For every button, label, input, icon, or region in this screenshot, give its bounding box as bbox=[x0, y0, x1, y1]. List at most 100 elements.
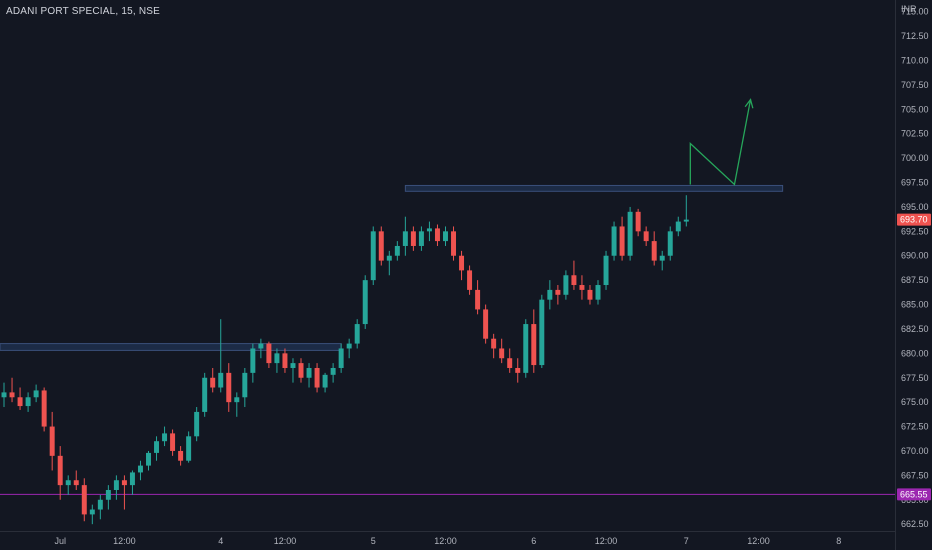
candle-body bbox=[611, 226, 617, 256]
candle[interactable] bbox=[202, 372, 208, 417]
candle[interactable] bbox=[410, 226, 416, 251]
candle-body bbox=[467, 270, 473, 290]
candle[interactable] bbox=[146, 450, 151, 471]
candle[interactable] bbox=[89, 504, 95, 525]
candle[interactable] bbox=[491, 333, 497, 359]
candle[interactable] bbox=[234, 392, 240, 417]
candle[interactable] bbox=[563, 270, 569, 300]
candle[interactable] bbox=[378, 226, 384, 266]
candle[interactable] bbox=[443, 226, 448, 246]
candle[interactable] bbox=[386, 250, 392, 276]
candle[interactable] bbox=[178, 446, 184, 466]
candle[interactable] bbox=[627, 206, 633, 261]
candle[interactable] bbox=[643, 226, 649, 246]
candle-body bbox=[218, 372, 224, 388]
candle[interactable] bbox=[162, 426, 168, 447]
candle[interactable] bbox=[547, 280, 553, 310]
candle[interactable] bbox=[515, 358, 521, 383]
candle[interactable] bbox=[25, 392, 31, 412]
candle[interactable] bbox=[603, 250, 609, 290]
candle[interactable] bbox=[402, 216, 408, 256]
candle[interactable] bbox=[595, 280, 601, 305]
candle[interactable] bbox=[121, 475, 127, 510]
candle[interactable] bbox=[33, 384, 39, 403]
candle[interactable] bbox=[619, 216, 625, 261]
support-zone[interactable] bbox=[0, 343, 342, 351]
candle-body bbox=[121, 480, 127, 486]
candle[interactable] bbox=[635, 208, 641, 237]
candle[interactable] bbox=[555, 285, 561, 305]
candle[interactable] bbox=[539, 294, 545, 368]
candle[interactable] bbox=[266, 341, 272, 368]
candle[interactable] bbox=[394, 241, 400, 261]
candle[interactable] bbox=[499, 338, 505, 364]
candle[interactable] bbox=[113, 475, 119, 500]
candle[interactable] bbox=[659, 250, 665, 271]
candle[interactable] bbox=[65, 475, 71, 495]
candle[interactable] bbox=[290, 358, 296, 383]
candle[interactable] bbox=[298, 358, 304, 383]
candle[interactable] bbox=[73, 470, 79, 491]
candle[interactable] bbox=[186, 431, 192, 463]
candle[interactable] bbox=[459, 250, 465, 281]
candle[interactable] bbox=[475, 280, 481, 315]
candle[interactable] bbox=[434, 224, 440, 246]
candle[interactable] bbox=[667, 226, 673, 261]
candle[interactable] bbox=[531, 309, 537, 373]
candle[interactable] bbox=[170, 429, 176, 456]
candle[interactable] bbox=[651, 231, 657, 266]
candle[interactable] bbox=[57, 446, 63, 500]
candle[interactable] bbox=[41, 387, 47, 432]
candle[interactable] bbox=[274, 348, 280, 373]
candle-body bbox=[25, 397, 31, 407]
candle[interactable] bbox=[17, 387, 23, 410]
candle[interactable] bbox=[418, 226, 424, 251]
x-tick-label: 7 bbox=[684, 536, 689, 546]
candle[interactable] bbox=[354, 319, 360, 349]
candle[interactable] bbox=[105, 485, 111, 510]
candle[interactable] bbox=[426, 221, 432, 242]
candle[interactable] bbox=[451, 226, 457, 261]
candle[interactable] bbox=[154, 436, 160, 461]
candle[interactable] bbox=[129, 470, 135, 495]
candle[interactable] bbox=[683, 195, 689, 227]
candle[interactable] bbox=[314, 363, 320, 393]
candle[interactable] bbox=[322, 372, 328, 393]
candle[interactable] bbox=[523, 319, 529, 378]
candle[interactable] bbox=[250, 343, 256, 383]
candle[interactable] bbox=[194, 407, 200, 442]
candle[interactable] bbox=[330, 363, 336, 383]
x-tick-label: 12:00 bbox=[434, 536, 457, 546]
projection-path[interactable] bbox=[689, 99, 752, 186]
candle[interactable] bbox=[346, 338, 352, 359]
candle[interactable] bbox=[242, 367, 248, 408]
candle[interactable] bbox=[579, 275, 585, 300]
candle[interactable] bbox=[467, 265, 473, 295]
candle[interactable] bbox=[226, 363, 232, 412]
candle[interactable] bbox=[282, 348, 288, 373]
candle-body bbox=[73, 480, 79, 486]
candle[interactable] bbox=[587, 285, 593, 305]
candle[interactable] bbox=[258, 338, 264, 359]
candle[interactable] bbox=[306, 363, 312, 388]
candle[interactable] bbox=[81, 478, 87, 522]
candle[interactable] bbox=[9, 377, 15, 403]
resistance-zone[interactable] bbox=[404, 184, 784, 192]
candle[interactable] bbox=[571, 260, 577, 290]
candle-body bbox=[659, 255, 665, 261]
candle[interactable] bbox=[611, 221, 617, 261]
candle[interactable] bbox=[483, 304, 489, 344]
candle[interactable] bbox=[370, 226, 376, 286]
candle[interactable] bbox=[49, 411, 55, 471]
candle[interactable] bbox=[137, 460, 143, 481]
candle[interactable] bbox=[97, 494, 103, 520]
candle[interactable] bbox=[675, 216, 681, 237]
candle[interactable] bbox=[338, 343, 344, 373]
candle[interactable] bbox=[507, 348, 513, 373]
candle[interactable] bbox=[1, 382, 7, 408]
candle[interactable] bbox=[210, 367, 216, 393]
candle[interactable] bbox=[362, 275, 368, 329]
candle[interactable] bbox=[218, 319, 224, 393]
